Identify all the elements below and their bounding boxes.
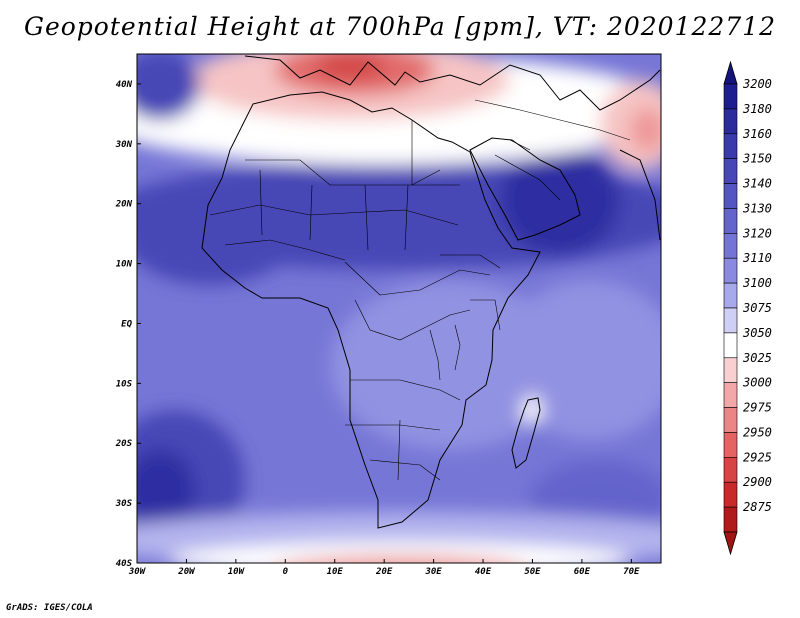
colorbar-label: 2975 bbox=[743, 401, 772, 415]
coastlines bbox=[201, 55, 661, 529]
lon-tick-label: 60E bbox=[574, 567, 591, 577]
border-sahara-north bbox=[245, 159, 441, 186]
field-south-atlantic-core bbox=[137, 450, 195, 530]
colorbar-label: 3160 bbox=[742, 127, 772, 141]
colorbar-label: 3120 bbox=[742, 226, 772, 240]
field-southern-trough bbox=[292, 556, 508, 563]
field-southern-white bbox=[170, 542, 630, 563]
lat-tick-label: EQ bbox=[121, 319, 132, 329]
lon-tick-label: 10W bbox=[228, 567, 246, 577]
madagascar-coastline bbox=[511, 397, 541, 469]
colorbar-swatch bbox=[723, 183, 738, 209]
lon-tick-label: 20E bbox=[375, 567, 393, 577]
colorbar-swatch bbox=[723, 332, 738, 359]
lat-tick-label: 40N bbox=[116, 80, 133, 90]
lon-tick-label: 50E bbox=[524, 567, 541, 577]
colorbar-label: 3075 bbox=[742, 301, 772, 315]
colorbar-label: 2925 bbox=[743, 450, 772, 464]
longitude-axis: 30W 20W 10W 0 10E 20E 30E 40E 50E 60E 70E bbox=[128, 559, 640, 577]
colorbar-bottom-arrow bbox=[723, 531, 738, 556]
lat-tick-label: 10N bbox=[116, 260, 133, 270]
europe-coastline bbox=[244, 55, 661, 111]
lon-tick-label: 40E bbox=[475, 567, 492, 577]
field-northwest-high bbox=[137, 54, 200, 120]
field-central-africa bbox=[330, 280, 570, 450]
arabia-coastline bbox=[469, 137, 581, 241]
india-coastline bbox=[619, 149, 661, 241]
lat-tick-label: 20N bbox=[115, 200, 133, 210]
border-east bbox=[440, 254, 501, 331]
lon-tick-label: 30W bbox=[128, 567, 147, 577]
border-mali-niger bbox=[259, 169, 409, 251]
colorbar-label: 2875 bbox=[743, 500, 772, 514]
colorbar-swatch bbox=[723, 357, 738, 383]
colorbar-top-arrow bbox=[723, 60, 738, 85]
colorbar-label: 3050 bbox=[742, 326, 772, 340]
grads-credit: GrADS: IGES/COLA bbox=[6, 603, 93, 613]
lat-tick-label: 20S bbox=[115, 439, 133, 449]
colorbar-label: 3150 bbox=[742, 152, 772, 166]
colorbar-swatch bbox=[723, 407, 738, 433]
colorbar-label: 3000 bbox=[742, 376, 772, 390]
field-madagascar-spot bbox=[522, 396, 542, 424]
lat-tick-label: 40S bbox=[116, 559, 133, 569]
africa-coastline bbox=[201, 91, 541, 529]
field-indian-ocean bbox=[500, 280, 661, 440]
colorbar-swatch bbox=[723, 382, 738, 408]
colorbar-label: 3200 bbox=[742, 77, 772, 91]
colorbar-swatch bbox=[723, 257, 738, 284]
geopotential-field bbox=[137, 54, 661, 563]
field-northeast-core bbox=[630, 108, 661, 152]
border-egypt-sudan bbox=[411, 120, 460, 186]
colorbar-label: 3100 bbox=[742, 276, 772, 290]
field-mediterranean-core bbox=[315, 54, 385, 80]
colorbar-label: 3180 bbox=[742, 102, 772, 116]
colorbar-swatch bbox=[723, 158, 738, 184]
colorbar-label: 2900 bbox=[743, 475, 772, 489]
colorbar-swatch bbox=[723, 208, 738, 234]
border-middle-east bbox=[474, 99, 631, 141]
colorbar-label: 3140 bbox=[742, 177, 772, 191]
colorbar-swatch bbox=[723, 506, 738, 533]
lon-tick-label: 20W bbox=[177, 567, 196, 577]
colorbar-swatch bbox=[723, 133, 738, 159]
lat-tick-label: 30S bbox=[115, 499, 133, 509]
colorbar-swatch bbox=[723, 108, 738, 135]
colorbar: 3200 3180 3160 3150 3140 3130 3120 3110 3100 3075… bbox=[723, 60, 772, 556]
colorbar-swatch bbox=[723, 307, 738, 334]
chart-title: Geopotential Height at 700hPa [gpm], VT:… bbox=[23, 12, 777, 41]
border-congo bbox=[354, 299, 471, 341]
colorbar-swatch bbox=[723, 233, 738, 259]
colorbar-label: 3130 bbox=[742, 201, 772, 215]
field-west-africa-high bbox=[137, 175, 300, 285]
lon-tick-label: 0 bbox=[283, 567, 289, 577]
lon-tick-label: 70E bbox=[623, 567, 640, 577]
border-guinea-coast bbox=[224, 239, 346, 261]
colorbar-swatch bbox=[723, 282, 738, 309]
colorbar-label: 2950 bbox=[743, 425, 772, 439]
map-frame bbox=[136, 53, 662, 564]
lat-tick-label: 10S bbox=[116, 379, 133, 389]
colorbar-label: 3110 bbox=[742, 251, 772, 265]
lon-tick-label: 30E bbox=[424, 567, 442, 577]
colorbar-swatch bbox=[723, 481, 738, 508]
colorbar-label: 3025 bbox=[742, 351, 772, 365]
border-central bbox=[344, 261, 491, 296]
latitude-axis: 40N 30N 20N 10N EQ 10S 20S 30S 40S bbox=[115, 80, 141, 569]
border-sahel bbox=[209, 204, 459, 226]
colorbar-swatch bbox=[723, 432, 738, 458]
border-great-lakes bbox=[429, 324, 461, 381]
border-southern bbox=[369, 419, 441, 481]
colorbar-swatch bbox=[723, 83, 738, 110]
lon-tick-label: 10E bbox=[327, 567, 344, 577]
country-borders bbox=[209, 99, 631, 481]
lat-tick-label: 30N bbox=[115, 140, 133, 150]
border-arabia-inner bbox=[494, 139, 561, 201]
colorbar-swatch bbox=[723, 457, 738, 483]
